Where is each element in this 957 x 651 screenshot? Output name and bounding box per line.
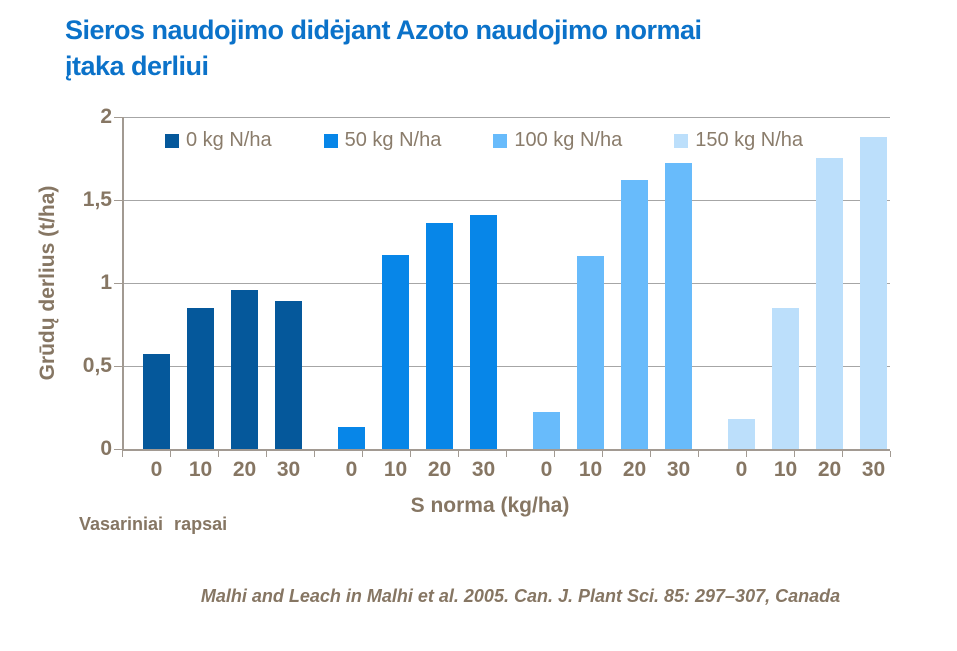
legend-color-swatch-icon	[323, 133, 338, 148]
legend-label: 150 kg N/ha	[695, 129, 804, 151]
x-tick-mark	[362, 451, 363, 457]
gridline	[122, 283, 890, 284]
bar	[187, 308, 214, 449]
legend: 0 kg N/ha 50 kg N/ha 100 kg N/ha 150 kg N/h…	[165, 129, 803, 152]
x-tick-mark	[170, 451, 171, 457]
x-tick-label: 10	[578, 458, 603, 481]
legend-item: 50 kg N/ha	[323, 129, 442, 152]
x-tick-label: 0	[345, 458, 358, 481]
legend-color-swatch-icon	[493, 133, 508, 148]
x-axis-line	[122, 449, 890, 451]
bar	[621, 180, 648, 449]
y-tick-mark	[114, 366, 122, 367]
chart-title: Sieros naudojimo didėjant Azoto naudojim…	[65, 12, 925, 84]
x-tick-mark	[314, 451, 315, 457]
x-tick-mark	[698, 451, 699, 457]
x-tick-mark	[746, 451, 747, 457]
bar	[382, 255, 409, 449]
x-tick-label: 10	[773, 458, 798, 481]
x-tick-mark	[842, 451, 843, 457]
gridline	[122, 200, 890, 201]
y-tick-mark	[114, 449, 122, 450]
x-tick-label: 0	[540, 458, 553, 481]
x-tick-mark	[794, 451, 795, 457]
legend-label: 100 kg N/ha	[514, 129, 623, 151]
citation: Malhi and Leach in Malhi et al. 2005. Ca…	[200, 586, 841, 606]
x-tick-label: 0	[150, 458, 163, 481]
y-tick-mark	[114, 200, 122, 201]
bar	[231, 290, 258, 449]
x-tick-mark	[218, 451, 219, 457]
x-tick-mark	[506, 451, 507, 457]
x-tick-mark	[122, 451, 123, 457]
x-tick-label: 10	[188, 458, 213, 481]
bar	[143, 354, 170, 449]
chart-title-line1: Sieros naudojimo didėjant Azoto naudojim…	[65, 15, 702, 45]
bar	[577, 256, 604, 449]
bar	[338, 427, 365, 449]
plot-area	[122, 117, 890, 449]
legend-color-swatch-icon	[674, 133, 689, 148]
x-tick-label: 30	[471, 458, 496, 481]
x-tick-label: 30	[276, 458, 301, 481]
x-tick-label: 20	[622, 458, 647, 481]
x-tick-label: 30	[666, 458, 691, 481]
y-axis-line	[122, 117, 124, 451]
legend-label: 0 kg N/ha	[186, 129, 272, 151]
x-tick-mark	[410, 451, 411, 457]
bar	[275, 301, 302, 449]
x-tick-mark	[458, 451, 459, 457]
x-tick-label: 0	[735, 458, 748, 481]
x-axis-title: S norma (kg/ha)	[410, 494, 570, 517]
x-tick-label: 10	[383, 458, 408, 481]
y-tick-label: 0,5	[82, 354, 112, 377]
legend-item: 100 kg N/ha	[493, 129, 622, 152]
crop-label: Vasariniai rapsai	[79, 514, 228, 534]
gridline	[122, 117, 890, 118]
legend-label: 50 kg N/ha	[344, 129, 442, 151]
legend-item: 0 kg N/ha	[165, 129, 272, 152]
bar	[665, 163, 692, 449]
bar	[860, 137, 887, 449]
x-tick-label: 20	[817, 458, 842, 481]
x-tick-mark	[650, 451, 651, 457]
y-tick-mark	[114, 117, 122, 118]
y-tick-mark	[114, 283, 122, 284]
bar	[470, 215, 497, 449]
x-tick-label: 20	[232, 458, 257, 481]
bar	[728, 419, 755, 449]
x-tick-mark	[554, 451, 555, 457]
gridline	[122, 366, 890, 367]
y-tick-label: 2	[100, 105, 112, 128]
y-tick-label: 0	[100, 437, 112, 460]
legend-color-swatch-icon	[165, 133, 179, 148]
chart-title-line2: įtaka derliui	[65, 51, 209, 81]
x-tick-label: 30	[861, 458, 886, 481]
x-tick-mark	[602, 451, 603, 457]
bar	[772, 308, 799, 449]
legend-item: 150 kg N/ha	[674, 129, 803, 152]
bar	[426, 223, 453, 449]
y-tick-label: 1,5	[82, 188, 112, 211]
x-tick-label: 20	[427, 458, 452, 481]
bar	[816, 158, 843, 449]
bar	[533, 412, 560, 449]
x-tick-mark	[890, 451, 891, 457]
y-tick-label: 1	[100, 271, 112, 294]
x-tick-mark	[266, 451, 267, 457]
